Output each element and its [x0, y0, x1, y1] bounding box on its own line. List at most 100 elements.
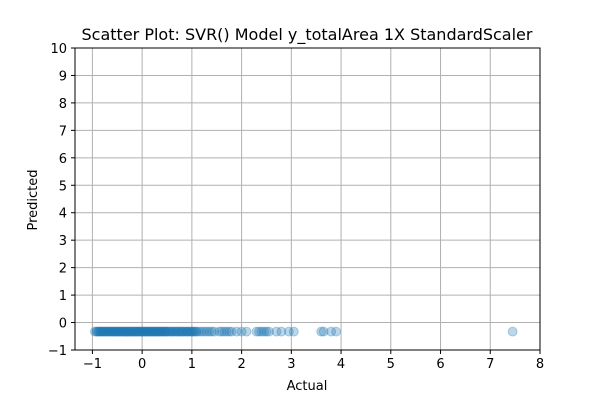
scatter-point — [196, 326, 207, 337]
scatter-point — [258, 326, 269, 337]
y-tick-label: 2 — [59, 262, 67, 277]
scatter-point — [174, 326, 185, 337]
scatter-point — [113, 326, 124, 337]
scatter-point — [150, 326, 161, 337]
scatter-point — [161, 326, 172, 337]
scatter-point — [221, 326, 232, 337]
scatter-point — [254, 326, 265, 337]
scatter-point — [156, 326, 167, 337]
scatter-point — [134, 326, 145, 337]
scatter-point — [145, 326, 156, 337]
x-tick-label: 1 — [188, 357, 196, 372]
scatter-point — [186, 326, 197, 337]
scatter-point — [93, 326, 104, 337]
scatter-point — [226, 326, 237, 337]
scatter-point — [132, 326, 143, 337]
scatter-point — [326, 326, 337, 337]
scatter-point — [101, 326, 112, 337]
scatter-point — [166, 326, 177, 337]
scatter-point — [162, 326, 173, 337]
scatter-point — [144, 326, 155, 337]
scatter-point — [138, 326, 149, 337]
scatter-point — [182, 326, 193, 337]
scatter-point — [105, 326, 116, 337]
scatter-point — [141, 326, 152, 337]
scatter-point — [100, 326, 111, 337]
scatter-point — [89, 326, 100, 337]
scatter-point — [96, 326, 107, 337]
scatter-point — [135, 326, 146, 337]
x-tick-label: 8 — [536, 357, 544, 372]
scatter-point — [206, 326, 217, 337]
scatter-point — [209, 326, 220, 337]
scatter-point — [120, 326, 131, 337]
scatter-point — [114, 326, 125, 337]
scatter-point — [181, 326, 192, 337]
scatter-point — [180, 326, 191, 337]
scatter-point — [256, 326, 267, 337]
scatter-point — [91, 326, 102, 337]
x-tick-label: −1 — [83, 357, 102, 372]
scatter-point — [92, 326, 103, 337]
y-tick-label: 3 — [59, 234, 67, 249]
scatter-point — [175, 326, 186, 337]
scatter-point — [149, 326, 160, 337]
scatter-point — [111, 326, 122, 337]
scatter-point — [271, 326, 282, 337]
scatter-point — [98, 326, 109, 337]
scatter-point — [127, 326, 138, 337]
scatter-point — [219, 326, 230, 337]
scatter-point — [187, 326, 198, 337]
scatter-point — [142, 326, 153, 337]
scatter-point — [251, 326, 262, 337]
scatter-point — [171, 326, 182, 337]
y-tick-label: 7 — [59, 124, 67, 139]
scatter-point — [204, 326, 215, 337]
scatter-point — [236, 326, 247, 337]
scatter-point — [102, 326, 113, 337]
scatter-point — [131, 326, 142, 337]
scatter-point — [164, 326, 175, 337]
scatter-point — [148, 326, 159, 337]
scatter-point — [126, 326, 137, 337]
scatter-point — [276, 326, 287, 337]
scatter-point — [177, 326, 188, 337]
scatter-point — [97, 326, 108, 337]
scatter-point — [119, 326, 130, 337]
scatter-point — [201, 326, 212, 337]
scatter-point — [95, 326, 106, 337]
scatter-point — [106, 326, 117, 337]
scatter-point — [184, 326, 195, 337]
scatter-point — [170, 326, 181, 337]
y-tick-label: 6 — [59, 152, 67, 167]
scatter-point — [194, 326, 205, 337]
scatter-point — [123, 326, 134, 337]
scatter-point — [172, 326, 183, 337]
scatter-point — [214, 326, 225, 337]
scatter-point — [179, 326, 190, 337]
y-tick-label: 4 — [59, 207, 67, 222]
scatter-point — [231, 326, 242, 337]
scatter-point — [283, 326, 294, 337]
scatter-point — [104, 326, 115, 337]
chart-title: Scatter Plot: SVR() Model y_totalArea 1X… — [82, 25, 533, 45]
scatter-point — [122, 326, 133, 337]
scatter-point — [99, 326, 110, 337]
scatter-point — [316, 326, 327, 337]
plot-frame — [74, 47, 541, 351]
scatter-point — [151, 326, 162, 337]
scatter-point — [124, 326, 135, 337]
y-axis-ticks: −1 0 1 2 3 4 5 6 7 8 9 10 — [48, 42, 75, 359]
x-axis-ticks: −1 0 1 2 3 4 5 6 7 8 — [83, 350, 544, 372]
scatter-point — [125, 326, 136, 337]
scatter-point — [185, 326, 196, 337]
x-axis-label: Actual — [287, 379, 328, 394]
scatter-point — [137, 326, 148, 337]
scatter-point — [108, 326, 119, 337]
scatter-point — [165, 326, 176, 337]
scatter-point — [190, 326, 201, 337]
scatter-point — [167, 326, 178, 337]
